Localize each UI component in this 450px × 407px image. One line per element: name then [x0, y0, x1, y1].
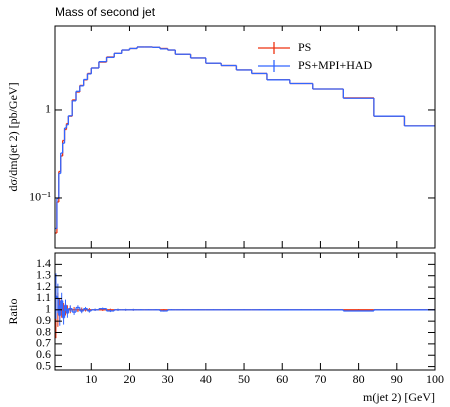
plot-area [55, 46, 435, 234]
x-tick-label: 30 [162, 372, 174, 386]
y-tick-label: 0.9 [36, 313, 51, 327]
y-axis-label: dσ/dm(jet 2) [pb/GeV] [6, 82, 20, 191]
y-tick-label: 0.5 [36, 358, 51, 372]
y-tick-label: 0.6 [36, 347, 51, 361]
y-tick-label: 1.2 [36, 279, 51, 293]
x-tick-label: 100 [426, 372, 444, 386]
y-tick-label: 0.8 [36, 324, 51, 338]
x-tick-label: 70 [314, 372, 326, 386]
plot-frame [54, 252, 436, 371]
x-axis-label: m(jet 2) [GeV] [363, 390, 435, 404]
x-tick-label: 50 [238, 372, 250, 386]
chart-title: Mass of second jet [55, 5, 156, 19]
y-tick-label: 1.3 [36, 267, 51, 281]
plot-frame [54, 25, 436, 249]
x-tick-label: 60 [276, 372, 288, 386]
x-tick-label: 20 [123, 372, 135, 386]
y-tick-label: 1.4 [36, 256, 51, 270]
x-tick-label: 80 [353, 372, 365, 386]
x-tick-label: 10 [85, 372, 97, 386]
y-axis-label: Ratio [6, 299, 20, 325]
legend-label: PS+MPI+HAD [298, 58, 373, 72]
x-tick-label: 40 [200, 372, 212, 386]
y-tick-label: 0.7 [36, 336, 51, 350]
legend-label: PS [298, 40, 311, 54]
y-tick-label: 1 [45, 102, 51, 116]
plot-area [55, 273, 435, 339]
y-tick-label: 1 [45, 302, 51, 316]
y-tick-label: 10⁻¹ [29, 190, 51, 204]
y-tick-label: 1.1 [36, 290, 51, 304]
x-tick-label: 90 [391, 372, 403, 386]
